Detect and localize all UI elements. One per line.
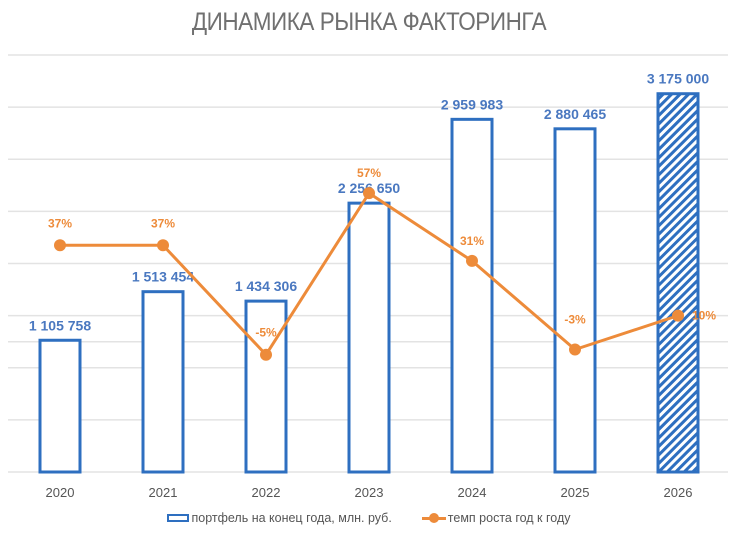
- bar-2025: [553, 127, 597, 474]
- growth-point-2023: [363, 187, 375, 200]
- chart-title: ДИНАМИКА РЫНКА ФАКТОРИНГА: [191, 8, 547, 36]
- growth-point-2025: [569, 343, 581, 356]
- bar-label: 2 880 465: [544, 106, 606, 122]
- growth-label: -3%: [564, 313, 586, 327]
- legend-item-portfolio: портфель на конец года, млн. руб.: [167, 511, 392, 525]
- bar-label: 1 434 306: [235, 278, 297, 294]
- bar-label: 2 959 983: [441, 96, 503, 112]
- legend-line-swatch: [421, 512, 446, 523]
- growth-label: 10%: [692, 309, 716, 323]
- bar-label: 1 513 454: [132, 269, 194, 285]
- x-tick-label: 2024: [458, 485, 487, 500]
- growth-point-2020: [54, 239, 66, 252]
- x-tick-label: 2020: [46, 485, 75, 500]
- x-tick-label: 2026: [664, 485, 693, 500]
- legend-item-growth: темп роста год к году: [421, 511, 571, 525]
- legend-label: портфель на конец года, млн. руб.: [191, 511, 392, 525]
- bar-2020: [38, 338, 82, 474]
- bar-2023: [347, 201, 391, 474]
- legend-label: темп роста год к году: [447, 511, 571, 525]
- growth-point-2021: [157, 239, 169, 252]
- growth-label: 57%: [357, 166, 381, 180]
- x-tick-label: 2021: [149, 485, 178, 500]
- growth-label: 37%: [151, 216, 175, 230]
- bar-2026: [656, 92, 700, 474]
- x-tick-label: 2023: [355, 485, 384, 500]
- x-tick-label: 2022: [252, 485, 281, 500]
- legend-bar-swatch: [167, 514, 190, 522]
- bar-2024: [450, 117, 494, 474]
- bar-2022: [244, 299, 288, 474]
- growth-point-2022: [260, 348, 272, 361]
- growth-label: 31%: [460, 234, 484, 248]
- x-tick-label: 2025: [561, 485, 590, 500]
- bar-label: 1 105 758: [29, 317, 91, 333]
- growth-label: -5%: [255, 326, 277, 340]
- bar-2021: [141, 290, 185, 474]
- growth-point-2024: [466, 254, 478, 267]
- growth-label: 37%: [48, 216, 72, 230]
- growth-point-2026: [672, 309, 684, 322]
- bar-label: 3 175 000: [647, 71, 709, 87]
- legend: портфель на конец года, млн. руб. темп р…: [0, 511, 738, 525]
